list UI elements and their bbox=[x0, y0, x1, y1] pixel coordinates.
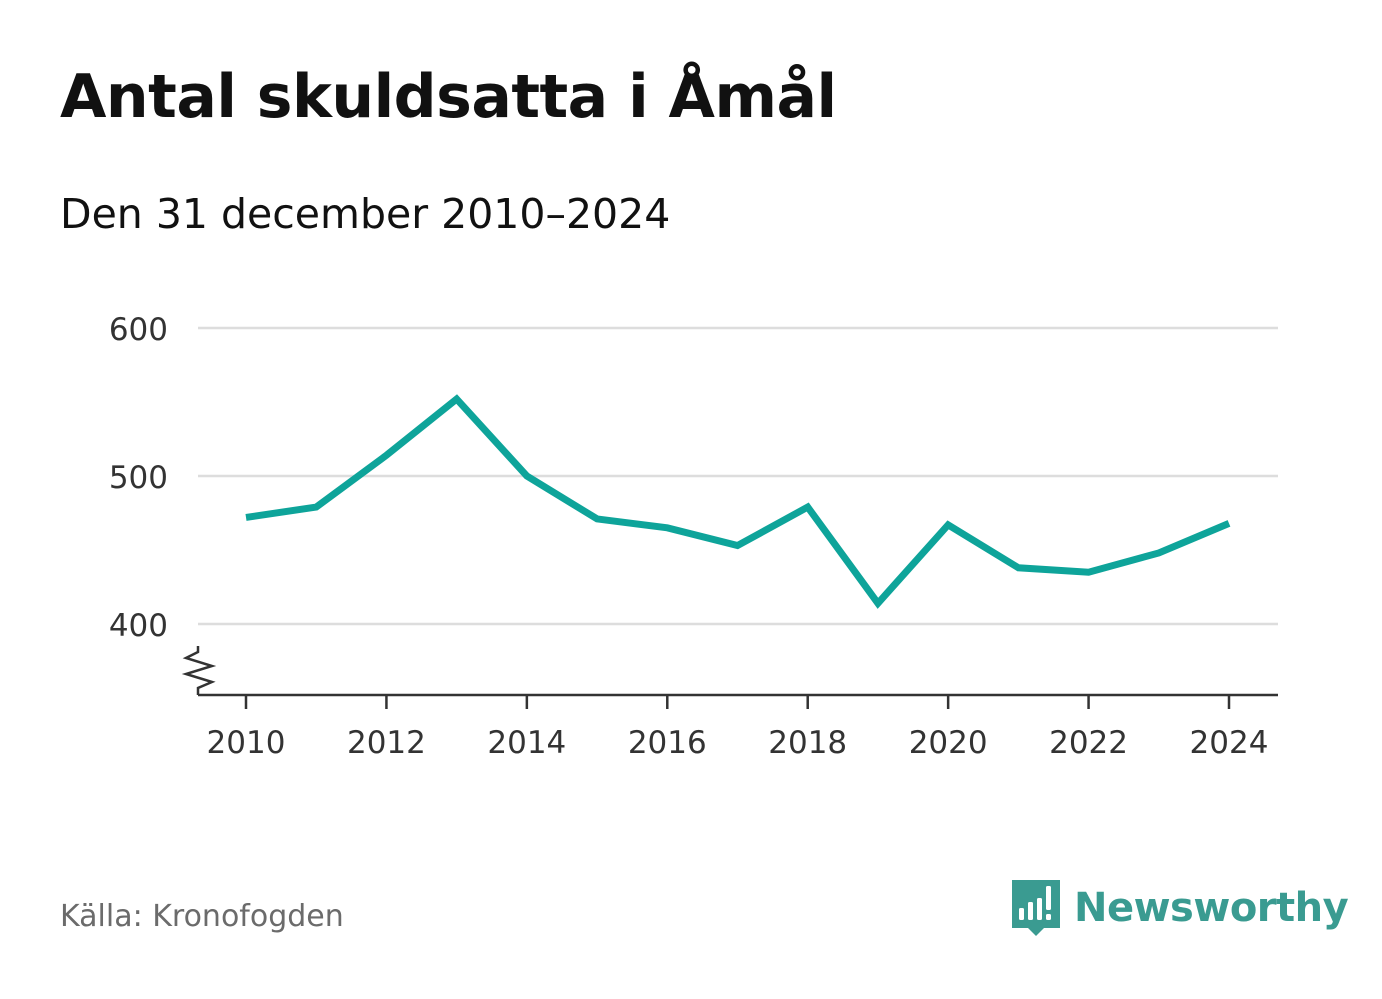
data-point-2020 bbox=[945, 521, 952, 528]
y-axis-ticks: 400 500 600 bbox=[109, 312, 168, 644]
source-note: Källa: Kronofogden bbox=[60, 899, 344, 934]
data-point-2016 bbox=[664, 524, 671, 531]
y-tick-label-500: 500 bbox=[109, 460, 168, 496]
x-tick-label-2010: 2010 bbox=[207, 725, 286, 761]
y-tick-label-600: 600 bbox=[109, 312, 168, 348]
y-tick-label-400: 400 bbox=[109, 608, 168, 644]
data-point-2013 bbox=[453, 396, 460, 403]
x-tick-label-2020: 2020 bbox=[909, 725, 988, 761]
chart-title: Antal skuldsatta i Åmål bbox=[60, 62, 837, 132]
data-point-2019 bbox=[874, 600, 881, 607]
x-tick-label-2022: 2022 bbox=[1049, 725, 1128, 761]
data-point-2011 bbox=[313, 504, 320, 511]
data-point-2021 bbox=[1015, 564, 1022, 571]
data-point-2022 bbox=[1085, 569, 1092, 576]
newsworthy-logo-icon bbox=[1012, 880, 1060, 936]
data-point-2014 bbox=[523, 473, 530, 480]
x-tick-label-2014: 2014 bbox=[487, 725, 566, 761]
chart-subtitle: Den 31 december 2010–2024 bbox=[60, 190, 671, 238]
axis-break-icon bbox=[181, 646, 217, 695]
data-point-2012 bbox=[383, 452, 390, 459]
x-axis: 2010 2012 2014 2016 2018 2020 2022 2024 bbox=[181, 646, 1278, 761]
brand-logo: Newsworthy bbox=[1010, 878, 1349, 938]
data-point-2010 bbox=[243, 514, 250, 521]
data-point-2017 bbox=[734, 542, 741, 549]
data-point-2023 bbox=[1155, 549, 1162, 556]
brand-name: Newsworthy bbox=[1074, 885, 1349, 931]
series-group bbox=[243, 394, 1233, 609]
x-tick-label-2016: 2016 bbox=[628, 725, 707, 761]
data-point-2015 bbox=[594, 515, 601, 522]
x-tick-label-2012: 2012 bbox=[347, 725, 426, 761]
gridlines bbox=[198, 326, 1278, 626]
x-tick-label-2018: 2018 bbox=[768, 725, 847, 761]
series-line bbox=[245, 394, 1231, 609]
x-tick-label-2024: 2024 bbox=[1190, 725, 1269, 761]
data-point-2024 bbox=[1226, 520, 1233, 527]
data-point-2018 bbox=[804, 504, 811, 511]
